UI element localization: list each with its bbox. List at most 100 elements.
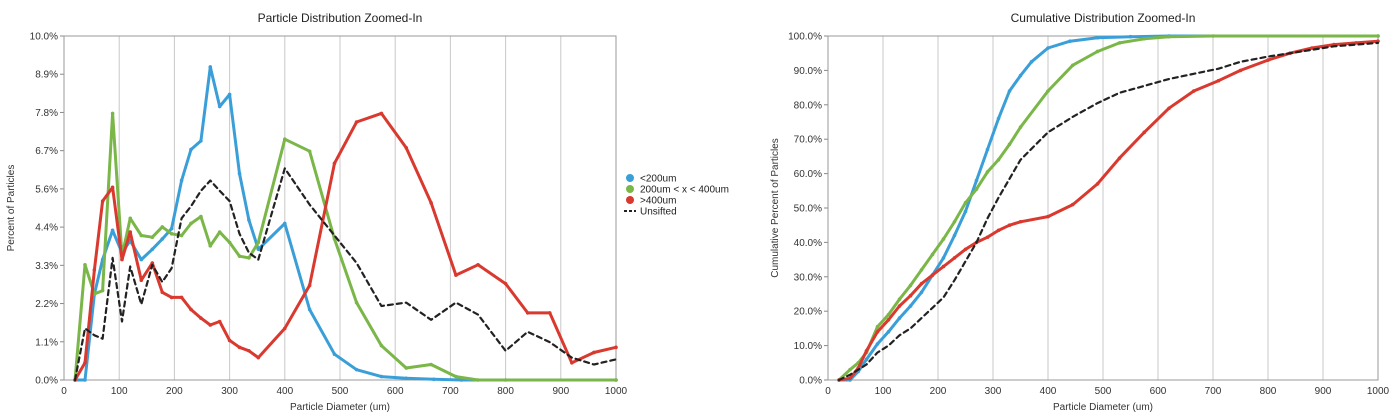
data-point (429, 201, 433, 205)
data-point (256, 355, 261, 360)
data-point (100, 199, 105, 203)
data-point (160, 290, 165, 295)
x-tick-label: 400 (276, 386, 293, 397)
data-point (150, 261, 155, 265)
data-point (160, 237, 165, 241)
data-point (1070, 63, 1075, 68)
data-point (227, 92, 232, 97)
x-tick-label: 500 (332, 386, 349, 397)
data-point (547, 311, 552, 315)
x-tick-label: 300 (221, 386, 238, 397)
data-point (189, 147, 193, 152)
y-tick-label: 4.4% (35, 223, 58, 234)
data-point (139, 233, 144, 238)
data-point (1068, 39, 1072, 43)
x-tick-label: 900 (552, 386, 569, 397)
series-line (837, 34, 1380, 382)
x-tick-label: 800 (1260, 386, 1277, 397)
data-point (1007, 142, 1012, 147)
y-tick-label: 20.0% (794, 307, 822, 318)
x-tick-label: 900 (1315, 386, 1332, 397)
data-point (525, 311, 530, 315)
series-200um-x-400um (837, 34, 1380, 382)
data-point (941, 237, 946, 241)
data-point (83, 378, 87, 382)
chart-title: Particle Distribution Zoomed-In (258, 11, 423, 25)
legend-label: <200um (640, 174, 676, 185)
data-point (897, 316, 902, 320)
data-point (919, 268, 924, 272)
data-point (952, 233, 957, 238)
y-tick-label: 1.1% (35, 337, 58, 348)
data-point (503, 281, 508, 286)
data-point (570, 361, 574, 365)
data-point (283, 137, 287, 141)
x-tick-label: 100 (111, 386, 128, 397)
data-point (256, 240, 261, 245)
data-point (952, 219, 957, 224)
x-tick-label: 300 (985, 386, 1002, 397)
data-point (128, 216, 133, 221)
data-point (110, 185, 115, 190)
data-point (307, 149, 312, 154)
data-point (1216, 78, 1221, 83)
data-point (160, 225, 165, 229)
x-tick-label: 1000 (605, 386, 628, 397)
series-unsifted (837, 41, 1380, 382)
y-tick-label: 5.6% (35, 184, 58, 195)
data-point (237, 254, 242, 258)
data-point (1007, 223, 1012, 227)
y-tick-label: 100.0% (788, 32, 822, 43)
series--400um (837, 39, 1380, 382)
data-point (974, 187, 979, 191)
data-point (985, 170, 990, 174)
data-point (110, 111, 115, 116)
data-point (227, 240, 232, 245)
data-point (83, 262, 87, 267)
data-point (169, 232, 174, 236)
x-tick-label: 200 (930, 386, 947, 397)
data-point (963, 209, 968, 214)
data-point (930, 252, 935, 257)
data-point (379, 111, 384, 116)
data-point (150, 235, 155, 240)
x-tick-label: 0 (61, 386, 67, 397)
data-point (941, 256, 946, 260)
x-axis-label: Particle Diameter (um) (290, 402, 390, 413)
data-point (1095, 35, 1100, 40)
x-tick-label: 100 (875, 386, 892, 397)
data-point (1018, 73, 1023, 78)
data-point (908, 283, 913, 288)
data-point (256, 247, 261, 252)
x-tick-label: 700 (1205, 386, 1222, 397)
data-point (247, 256, 251, 260)
data-point (614, 345, 618, 350)
data-point (247, 348, 251, 353)
data-point (404, 366, 409, 370)
data-point (307, 283, 312, 288)
y-tick-label: 0.0% (35, 376, 58, 387)
data-point (217, 230, 222, 234)
chart-title: Cumulative Distribution Zoomed-In (1011, 11, 1196, 25)
data-point (169, 295, 174, 300)
y-tick-label: 3.3% (35, 261, 58, 272)
series-200um-x-400um (73, 111, 618, 382)
data-point (952, 256, 957, 260)
data-point (963, 201, 968, 205)
data-point (985, 147, 990, 152)
data-point (1238, 68, 1243, 73)
data-point (139, 257, 144, 262)
data-point (92, 268, 97, 272)
data-point (864, 348, 869, 353)
plot-frame (63, 35, 617, 381)
data-point (908, 304, 913, 308)
chart-1: 0 100 200 300 400 500 600 700 800 900 1000 0.0% 1.1%… (6, 11, 729, 413)
data-point (237, 345, 242, 350)
legend-swatch (626, 174, 634, 182)
data-point (110, 228, 115, 233)
data-point (848, 376, 852, 381)
data-point (217, 104, 222, 109)
data-point (83, 361, 87, 365)
data-point (100, 288, 105, 293)
